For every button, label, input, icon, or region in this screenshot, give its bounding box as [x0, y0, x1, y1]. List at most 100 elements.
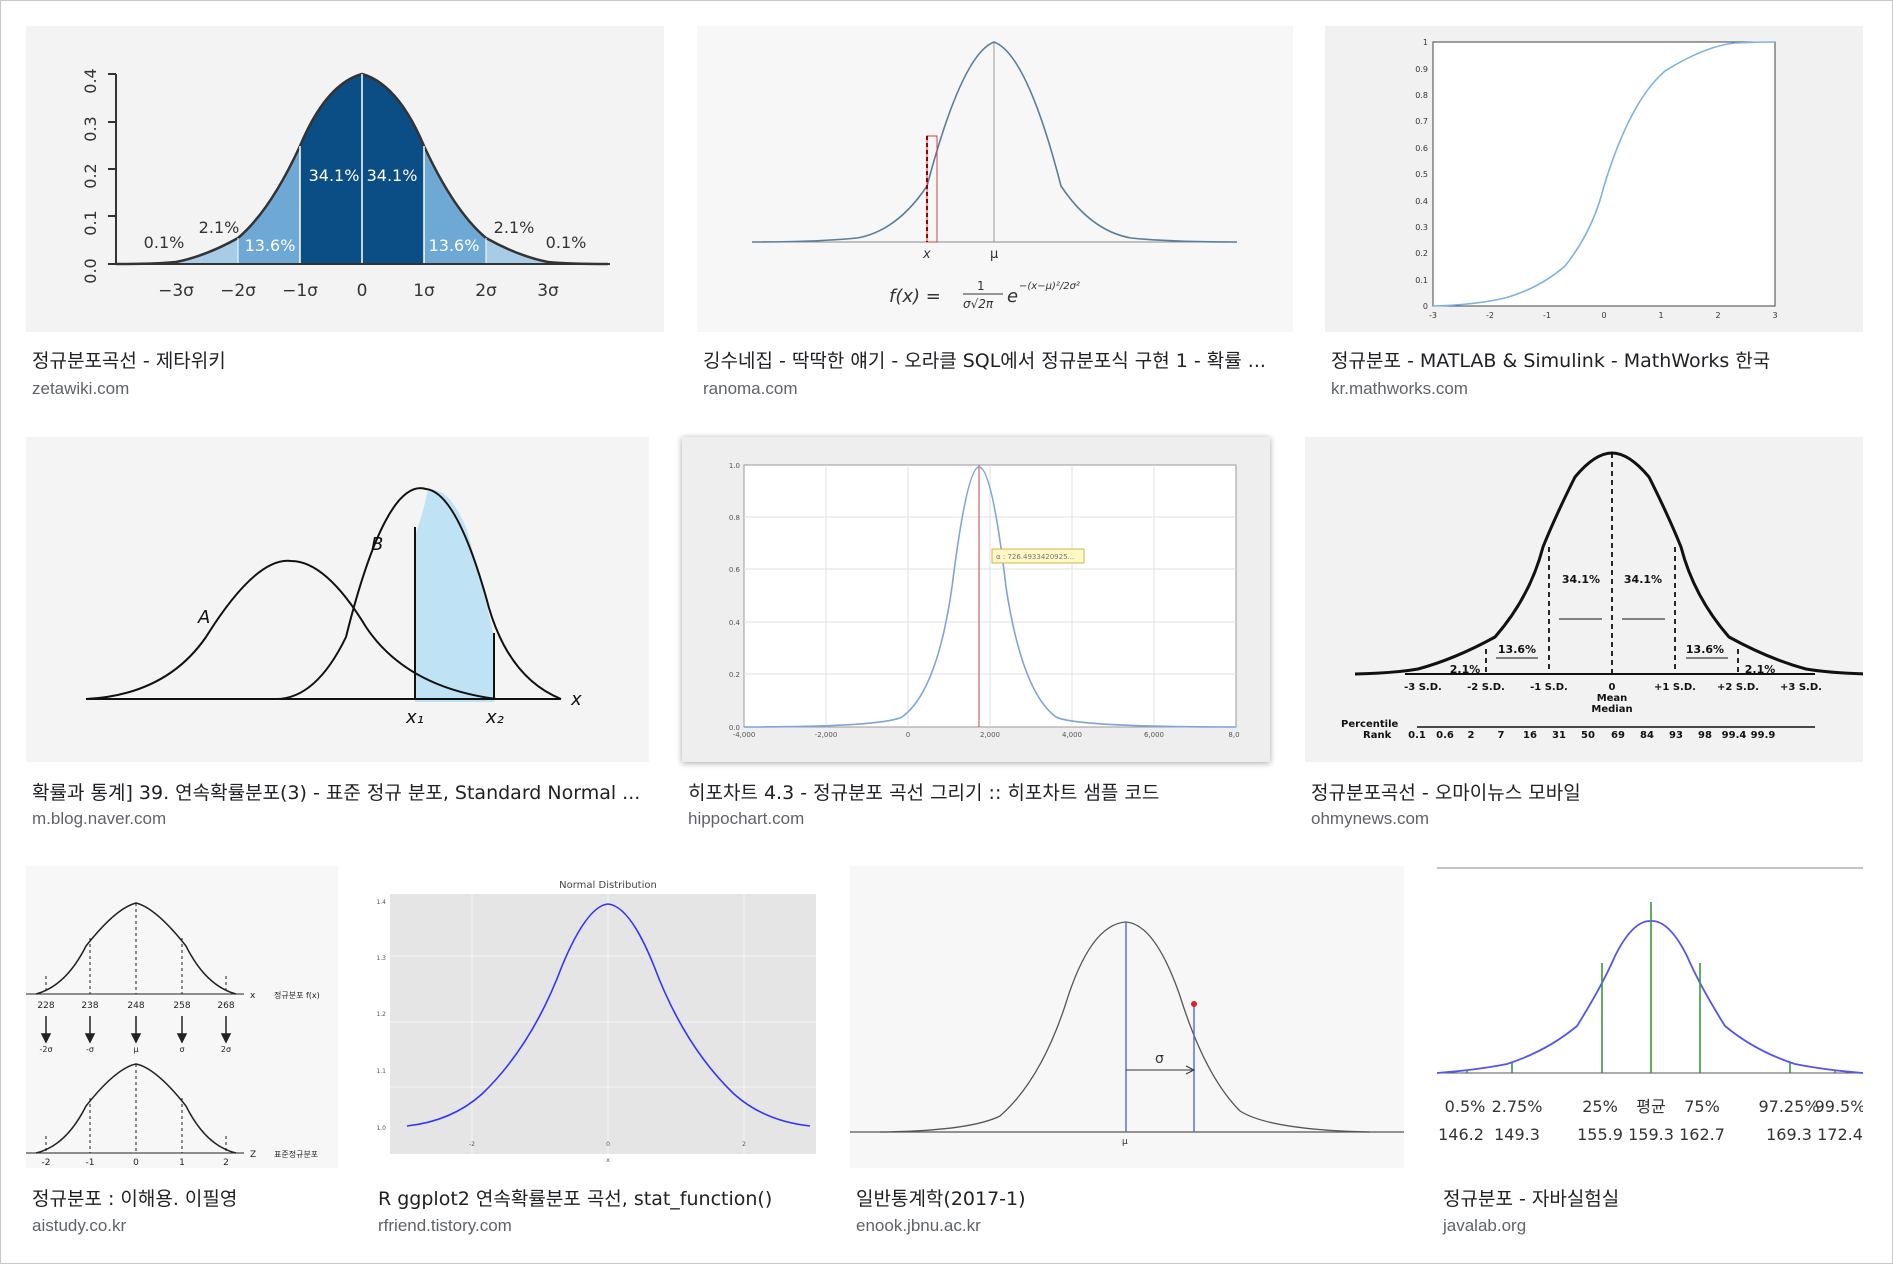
svg-text:2.1%: 2.1%: [199, 218, 240, 237]
result-thumbnail[interactable]: 228 238 248 258 268 x 정규분포 f(x) -2σ -σ μ…: [26, 866, 338, 1168]
svg-text:2σ: 2σ: [475, 281, 497, 301]
symbol-labels: -2σ -σ μ σ 2σ: [39, 1045, 231, 1054]
result-domain[interactable]: hippochart.com: [688, 809, 805, 828]
svg-text:0.2: 0.2: [729, 671, 740, 679]
svg-text:2.1%: 2.1%: [494, 218, 535, 237]
svg-text:-1 S.D.: -1 S.D.: [1530, 682, 1568, 693]
svg-text:0: 0: [1601, 311, 1606, 320]
svg-text:−(x−μ)²/2σ²: −(x−μ)²/2σ²: [1019, 281, 1080, 292]
svg-text:평균: 평균: [1636, 1097, 1665, 1116]
svg-text:-3: -3: [1429, 311, 1437, 320]
bottom-tick-labels: -2 -1 0 1 2: [42, 1158, 229, 1168]
result-card-aistudy[interactable]: 228 238 248 258 268 x 정규분포 f(x) -2σ -σ μ…: [26, 866, 338, 1244]
result-card-mathworks[interactable]: 0 0.1 0.2 0.3 0.4 0.5 0.6 0.7 0.8 0.9 1 …: [1325, 26, 1863, 402]
result-thumbnail[interactable]: σ μ: [850, 866, 1404, 1168]
svg-text:0.0: 0.0: [81, 258, 100, 283]
result-title[interactable]: 깅수네집 - 딱딱한 얘기 - 오라클 SQL에서 정규분포식 구현 1 - 확…: [703, 350, 1266, 372]
result-card-rfriend[interactable]: Normal Distribution 1.0 1.1 1.2 1.3 1.4 …: [372, 866, 816, 1244]
svg-text:σ: σ: [179, 1045, 184, 1054]
svg-text:0.1: 0.1: [81, 210, 100, 235]
result-title[interactable]: 정규분포 : 이해용. 이필영: [32, 1188, 238, 1210]
x-tick-labels: -4,000 -2,000 0 2,000 4,000 6,000 8,0: [733, 731, 1240, 739]
svg-text:1σ: 1σ: [413, 281, 435, 301]
result-title[interactable]: 일반통계학(2017-1): [856, 1188, 1026, 1210]
result-card-jbnu[interactable]: σ μ 일반통계학(2017-1) enook.jbnu.ac.kr: [850, 866, 1404, 1244]
result-title[interactable]: 정규분포곡선 - 오마이뉴스 모바일: [1311, 782, 1581, 804]
density-formula: f(x) = 1 σ√2π e −(x−μ)²/2σ²: [889, 279, 1080, 311]
hippochart-normal-curve: α : 726.4933420925... 0.0 0.2 0.4 0.6 0.…: [729, 462, 1240, 739]
svg-text:0.1%: 0.1%: [546, 233, 587, 252]
svg-text:+1 S.D.: +1 S.D.: [1654, 682, 1696, 693]
result-domain[interactable]: javalab.org: [1443, 1216, 1527, 1235]
svg-text:169.3: 169.3: [1766, 1125, 1812, 1144]
result-card-zetawiki[interactable]: 0.0 0.1 0.2 0.3 0.4 −3σ −2σ −1σ 0 1σ 2σ …: [26, 26, 664, 402]
standardization-diagram: 228 238 248 258 268 x 정규분포 f(x) -2σ -σ μ…: [26, 902, 320, 1168]
result-title[interactable]: 정규분포 - 자바실험실: [1443, 1188, 1620, 1210]
svg-text:0: 0: [1609, 682, 1616, 693]
svg-text:3σ: 3σ: [537, 281, 559, 301]
result-domain[interactable]: aistudy.co.kr: [32, 1216, 127, 1235]
svg-text:+3 S.D.: +3 S.D.: [1780, 682, 1822, 693]
svg-text:172.4: 172.4: [1817, 1125, 1863, 1144]
result-domain[interactable]: rfriend.tistory.com: [378, 1216, 512, 1235]
result-card-ranoma[interactable]: x μ f(x) = 1 σ√2π e −(x−μ)²/2σ² 깅수네집 - 딱…: [697, 26, 1293, 402]
svg-text:0.6: 0.6: [1436, 730, 1454, 741]
result-thumbnail[interactable]: 0.0 0.1 0.2 0.3 0.4 −3σ −2σ −1σ 0 1σ 2σ …: [26, 26, 664, 332]
result-thumbnail[interactable]: x μ f(x) = 1 σ√2π e −(x−μ)²/2σ²: [697, 26, 1293, 332]
normal-cdf-chart: 0 0.1 0.2 0.3 0.4 0.5 0.6 0.7 0.8 0.9 1 …: [1415, 38, 1777, 320]
result-thumbnail[interactable]: 0 0.1 0.2 0.3 0.4 0.5 0.6 0.7 0.8 0.9 1 …: [1325, 26, 1863, 332]
svg-text:0: 0: [357, 281, 368, 301]
result-domain[interactable]: ohmynews.com: [1311, 809, 1430, 828]
svg-text:2.1%: 2.1%: [1745, 663, 1776, 676]
svg-text:16: 16: [1523, 730, 1537, 741]
svg-text:159.3: 159.3: [1628, 1125, 1674, 1144]
svg-text:1.0: 1.0: [729, 462, 740, 470]
svg-text:2,000: 2,000: [980, 731, 1000, 739]
result-domain[interactable]: ranoma.com: [703, 379, 798, 398]
svg-text:1: 1: [179, 1158, 185, 1168]
result-title[interactable]: 정규분포 - MATLAB & Simulink - MathWorks 한국: [1331, 350, 1771, 372]
result-card-hippochart[interactable]: α : 726.4933420925... 0.0 0.2 0.4 0.6 0.…: [682, 437, 1270, 831]
result-domain[interactable]: enook.jbnu.ac.kr: [856, 1216, 981, 1235]
result-title[interactable]: R ggplot2 연속확률분포 곡선, stat_function(): [378, 1188, 773, 1210]
svg-text:2: 2: [223, 1158, 229, 1168]
result-domain[interactable]: kr.mathworks.com: [1331, 379, 1468, 398]
svg-text:μ: μ: [133, 1045, 138, 1054]
result-thumbnail[interactable]: Normal Distribution 1.0 1.1 1.2 1.3 1.4 …: [372, 866, 816, 1168]
result-card-ohmynews[interactable]: 2.1% 13.6% 34.1% 34.1% 13.6% 2.1% -3 S.D…: [1305, 437, 1863, 831]
svg-text:Rank: Rank: [1363, 730, 1392, 741]
result-card-javalab[interactable]: 0.5% 2.75% 25% 평균 75% 97.25% 99.5% 146.2…: [1437, 866, 1863, 1244]
svg-text:-2: -2: [42, 1158, 51, 1168]
svg-text:34.1%: 34.1%: [367, 166, 418, 185]
result-title[interactable]: 확률과 통계] 39. 연속확률분포(3) - 표준 정규 분포, Standa…: [32, 782, 641, 804]
result-thumbnail[interactable]: A B x₁ x₂ x: [26, 437, 649, 762]
percent-labels: 2.1% 13.6% 34.1% 34.1% 13.6% 2.1%: [1450, 573, 1776, 676]
svg-text:x: x: [606, 1157, 610, 1164]
svg-text:1: 1: [1423, 38, 1428, 47]
result-thumbnail[interactable]: 2.1% 13.6% 34.1% 34.1% 13.6% 2.1% -3 S.D…: [1305, 437, 1863, 762]
sd-labels: -3 S.D. -2 S.D. -1 S.D. 0 +1 S.D. +2 S.D…: [1404, 682, 1822, 715]
svg-text:228: 228: [37, 1001, 54, 1011]
svg-text:x₂: x₂: [485, 707, 504, 728]
svg-text:σ√2π: σ√2π: [963, 297, 994, 311]
svg-text:x: x: [922, 247, 931, 262]
svg-text:13.6%: 13.6%: [1498, 643, 1536, 656]
svg-text:248: 248: [127, 1001, 144, 1011]
svg-text:Normal Distribution: Normal Distribution: [559, 880, 657, 891]
svg-text:0.9: 0.9: [1415, 65, 1428, 74]
result-domain[interactable]: m.blog.naver.com: [32, 809, 167, 828]
svg-text:13.6%: 13.6%: [245, 236, 296, 255]
result-domain[interactable]: zetawiki.com: [32, 379, 130, 398]
result-thumbnail[interactable]: α : 726.4933420925... 0.0 0.2 0.4 0.6 0.…: [682, 437, 1270, 762]
svg-text:0.4: 0.4: [1415, 197, 1428, 206]
svg-text:정규분포 f(x): 정규분포 f(x): [274, 990, 320, 1000]
result-card-naver[interactable]: A B x₁ x₂ x 확률과 통계] 39. 연속확률분포(3) - 표준 정…: [26, 437, 649, 831]
result-thumbnail[interactable]: 0.5% 2.75% 25% 평균 75% 97.25% 99.5% 146.2…: [1437, 866, 1863, 1168]
normal-curve-sigma-chart: 0.0 0.1 0.2 0.3 0.4 −3σ −2σ −1σ 0 1σ 2σ …: [81, 68, 610, 301]
svg-text:-1: -1: [1543, 311, 1551, 320]
svg-text:0.3: 0.3: [1415, 223, 1428, 232]
normal-density-formula-chart: x μ f(x) = 1 σ√2π e −(x−μ)²/2σ²: [751, 41, 1238, 311]
result-title[interactable]: 히포차트 4.3 - 정규분포 곡선 그리기 :: 히포차트 샘플 코드: [688, 782, 1160, 804]
result-title[interactable]: 정규분포곡선 - 제타위키: [32, 350, 226, 372]
ggplot-normal-curve: Normal Distribution 1.0 1.1 1.2 1.3 1.4 …: [376, 880, 816, 1164]
